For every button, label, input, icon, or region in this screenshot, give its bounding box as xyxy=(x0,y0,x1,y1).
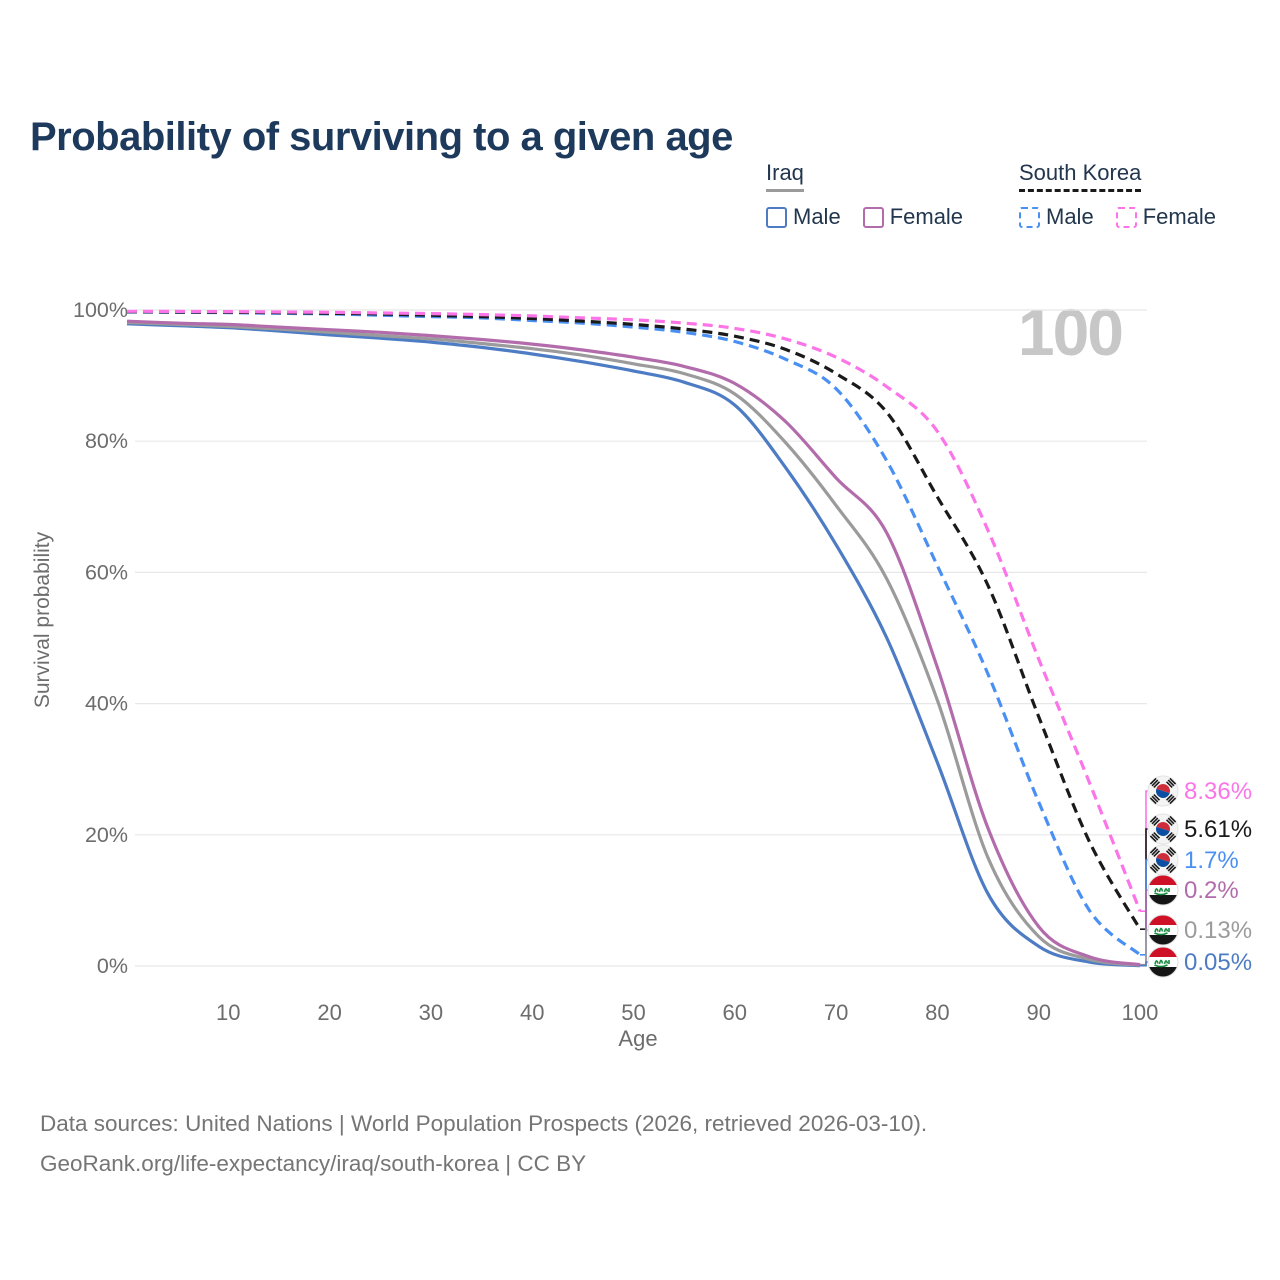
legend-row-iraq: Male Female xyxy=(766,204,963,230)
leader-line xyxy=(1140,929,1148,966)
x-tick-label: 80 xyxy=(925,1000,949,1025)
footer-data-sources: Data sources: United Nations | World Pop… xyxy=(40,1111,928,1136)
leader-line xyxy=(1140,961,1148,967)
x-tick-label: 20 xyxy=(317,1000,341,1025)
footer: Data sources: United Nations | World Pop… xyxy=(40,1104,927,1184)
legend-label-south-korea-male: Male xyxy=(1046,204,1094,229)
x-tick-label: 40 xyxy=(520,1000,544,1025)
legend-swatch-south-korea-female xyxy=(1115,206,1137,228)
flag-kr-icon xyxy=(1147,844,1179,876)
legend-label-iraq-female: Female xyxy=(889,204,964,229)
flag-kr-icon xyxy=(1147,775,1179,807)
legend-group-title-iraq: Iraq xyxy=(766,160,804,192)
legend-label-iraq-male: Male xyxy=(793,204,841,229)
x-tick-label: 30 xyxy=(419,1000,443,1025)
end-value-label: 1.7% xyxy=(1184,847,1239,874)
footer-attribution: GeoRank.org/life-expectancy/iraq/south-k… xyxy=(40,1151,587,1176)
legend-group-title-south-korea: South Korea xyxy=(1019,160,1142,192)
end-value-label: 8.36% xyxy=(1184,778,1252,805)
legend-item-iraq-female[interactable]: Female xyxy=(862,204,964,230)
series-path-iraq-female[interactable] xyxy=(126,319,1141,967)
x-tick-label: 60 xyxy=(723,1000,747,1025)
x-tick-label: 100 xyxy=(1122,1000,1159,1025)
y-tick-label: 0% xyxy=(97,954,128,978)
end-value-label: 5.61% xyxy=(1184,816,1252,843)
series-path-iraq-male[interactable] xyxy=(126,322,1141,968)
y-tick-label: 100% xyxy=(73,298,128,322)
x-tick-label: 50 xyxy=(621,1000,645,1025)
end-value-label: 0.2% xyxy=(1184,877,1239,904)
x-tick-label: 10 xyxy=(216,1000,240,1025)
flag-iq-icon xyxy=(1147,946,1179,978)
legend-swatch-iraq-male xyxy=(766,206,787,228)
end-value-label: 0.05% xyxy=(1184,949,1252,976)
flag-iq-icon xyxy=(1147,914,1179,946)
flag-iq-icon xyxy=(1147,874,1179,906)
legend-label-south-korea-female: Female xyxy=(1142,204,1217,229)
legend-item-south-korea-male[interactable]: Male xyxy=(1019,204,1094,230)
legend-row-south-korea: Male Female xyxy=(1019,204,1216,230)
legend-group-south-korea: South Korea Male Female xyxy=(1019,160,1216,230)
end-value-label: 0.13% xyxy=(1184,917,1252,944)
legend-swatch-south-korea-male xyxy=(1019,206,1040,228)
series-path-south-korea-female[interactable] xyxy=(126,309,1142,912)
x-tick-label: 70 xyxy=(824,1000,848,1025)
x-axis-title: Age xyxy=(618,1026,658,1051)
y-tick-label: 40% xyxy=(85,692,128,716)
x-tick-label: 90 xyxy=(1026,1000,1050,1025)
y-tick-label: 80% xyxy=(85,429,128,453)
page-title: Probability of surviving to a given age xyxy=(30,114,733,159)
series-path-iraq-total[interactable] xyxy=(126,320,1141,967)
legend-swatch-iraq-female xyxy=(862,206,884,228)
y-tick-label: 60% xyxy=(85,560,128,584)
series-path-south-korea-total[interactable] xyxy=(126,310,1142,930)
hover-age-watermark: 100 xyxy=(1017,295,1124,369)
flag-kr-icon xyxy=(1147,813,1179,845)
legend-item-iraq-male[interactable]: Male xyxy=(766,204,841,230)
legend-group-iraq: Iraq Male Female xyxy=(766,160,963,230)
y-tick-label: 20% xyxy=(85,823,128,847)
legend-item-south-korea-female[interactable]: Female xyxy=(1115,204,1217,230)
